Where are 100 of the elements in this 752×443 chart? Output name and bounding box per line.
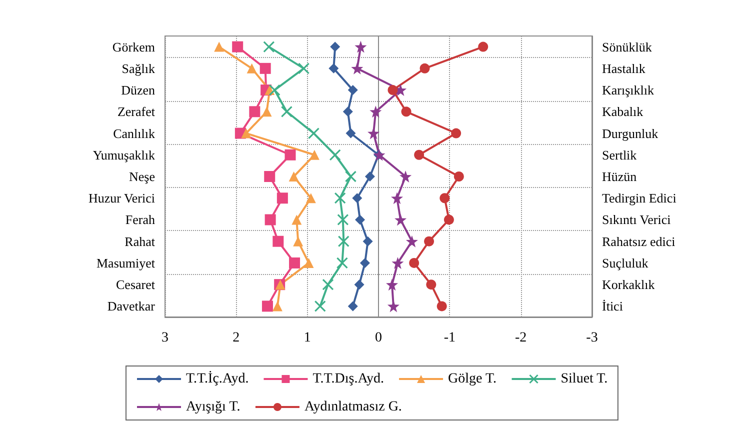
legend-label: T.T.Dış.Ayd.: [312, 372, 384, 386]
x-tick-label: -2: [514, 330, 527, 346]
point: [262, 300, 273, 312]
point: [232, 41, 244, 52]
point: [394, 214, 407, 226]
y2-tick-label: Hastalık: [602, 60, 646, 76]
point: [392, 256, 404, 269]
y2-tick-label: Kabalık: [602, 104, 644, 120]
legend-label: T.T.İç.Ayd.: [186, 370, 249, 386]
y-tick-label: Sağlık: [122, 60, 156, 76]
point: [306, 193, 316, 204]
point: [298, 62, 310, 74]
point: [264, 171, 276, 182]
y2-tick-label: Tedirgin Edici: [602, 190, 677, 206]
point: [260, 62, 271, 74]
x-tick-label: 1: [304, 330, 311, 346]
point: [309, 150, 320, 160]
point: [322, 278, 334, 290]
point: [424, 236, 434, 246]
y2-tick-label: Suçluluk: [602, 255, 649, 270]
y2-tick-label: İtici: [602, 298, 624, 314]
legend-label: Ayışığı T.: [186, 400, 240, 414]
point: [272, 301, 282, 312]
y-tick-label: Canlılık: [113, 126, 156, 141]
y-tick-label: Düzen: [121, 82, 156, 98]
point: [264, 214, 276, 226]
point: [360, 258, 370, 268]
y2-tick-label: Korkaklık: [602, 277, 656, 292]
point: [364, 172, 375, 182]
point: [314, 300, 326, 312]
y2-tick-label: Sıkıntı Verici: [602, 212, 672, 228]
x-tick-label: 0: [375, 330, 382, 346]
point: [346, 128, 356, 138]
point: [214, 42, 224, 52]
point: [354, 280, 364, 290]
point: [292, 214, 302, 225]
point: [436, 301, 447, 312]
point: [352, 193, 362, 204]
legend-label: Aydınlatmasız G.: [304, 400, 402, 414]
point: [348, 301, 358, 312]
y-tick-label: Yumuşaklık: [92, 147, 156, 162]
point: [354, 40, 367, 53]
point: [444, 214, 454, 225]
point: [289, 257, 300, 268]
point: [351, 62, 364, 74]
point: [451, 128, 462, 138]
x-tick-label: 2: [232, 330, 240, 346]
y-tick-label: Masumiyet: [96, 255, 156, 270]
point: [249, 106, 260, 118]
point: [308, 127, 320, 140]
point: [354, 214, 365, 225]
point: [420, 63, 430, 74]
point: [246, 63, 257, 74]
point: [330, 42, 340, 52]
x-tick-label: -1: [444, 330, 456, 346]
point: [304, 258, 314, 268]
point: [386, 278, 398, 291]
point: [409, 258, 420, 268]
point: [454, 172, 464, 182]
legend-label: Siluet T.: [560, 372, 608, 386]
point: [344, 170, 357, 182]
point: [478, 42, 488, 52]
y2-tick-label: Sertlik: [602, 147, 638, 162]
y2-tick-label: Sönüklük: [602, 39, 652, 54]
y-tick-label: Cesaret: [116, 277, 156, 292]
point: [342, 106, 353, 117]
y2-tick-label: Karışıklık: [602, 82, 654, 98]
point: [329, 149, 341, 161]
y-tick-label: Neşe: [129, 169, 156, 184]
y-tick-label: Ferah: [125, 212, 156, 228]
point: [280, 106, 292, 118]
point: [368, 127, 380, 140]
point: [328, 63, 339, 74]
point: [440, 193, 450, 204]
point: [284, 149, 296, 160]
point: [241, 128, 252, 138]
point: [336, 257, 348, 269]
point: [370, 106, 382, 118]
point: [414, 150, 424, 160]
y-tick-label: Zerafet: [117, 104, 156, 120]
point: [338, 236, 350, 248]
y-tick-label: Görkem: [112, 39, 155, 54]
point: [388, 85, 398, 96]
legend-label: Gölge T.: [448, 372, 497, 386]
y2-tick-label: Rahatsız edici: [602, 234, 676, 249]
x-tick-label: 3: [162, 330, 168, 346]
point: [272, 236, 284, 247]
point: [263, 41, 275, 53]
point: [268, 84, 280, 96]
y-tick-label: Huzur Verici: [88, 190, 156, 206]
point: [276, 192, 288, 204]
point: [262, 106, 272, 117]
point: [426, 280, 436, 290]
y2-tick-label: Hüzün: [602, 169, 638, 184]
point: [334, 192, 346, 204]
y-tick-label: Rahat: [124, 234, 156, 249]
point: [348, 85, 358, 96]
x-tick-label: -3: [586, 330, 598, 346]
point: [406, 235, 418, 248]
point: [401, 106, 412, 117]
